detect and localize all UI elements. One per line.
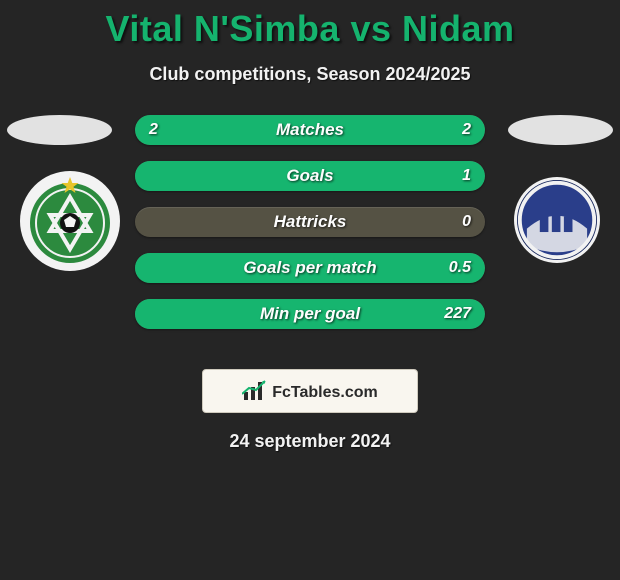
bar-chart-icon — [242, 380, 268, 402]
maccabi-haifa-icon — [20, 171, 120, 271]
page-subtitle: Club competitions, Season 2024/2025 — [0, 64, 620, 85]
stat-bar: 1Goals — [135, 161, 485, 191]
right-club-badge — [514, 177, 600, 263]
stat-bar: 22Matches — [135, 115, 485, 145]
stat-bars: 22Matches 1Goals 0Hattricks 0.5Goals per ma… — [135, 115, 485, 345]
bar-fill-right — [310, 115, 485, 145]
left-player-ellipse — [7, 115, 112, 145]
comparison-main: 22Matches 1Goals 0Hattricks 0.5Goals per ma… — [0, 115, 620, 365]
bar-fill-right — [135, 161, 485, 191]
stat-right-value: 0 — [462, 207, 471, 237]
footer-date: 24 september 2024 — [0, 431, 620, 452]
brand-text: FcTables.com — [272, 384, 378, 402]
stat-bar: 0Hattricks — [135, 207, 485, 237]
bar-fill-left — [135, 115, 310, 145]
stat-bar: 0.5Goals per match — [135, 253, 485, 283]
bar-fill-right — [135, 253, 485, 283]
bar-fill-right — [135, 299, 485, 329]
page-title: Vital N'Simba vs Nidam — [0, 0, 620, 50]
stat-label: Hattricks — [135, 207, 485, 237]
left-club-badge — [20, 171, 120, 271]
brand-badge: FcTables.com — [202, 369, 418, 413]
right-player-ellipse — [508, 115, 613, 145]
kiryat-shmona-icon — [514, 177, 600, 263]
stat-bar: 227Min per goal — [135, 299, 485, 329]
